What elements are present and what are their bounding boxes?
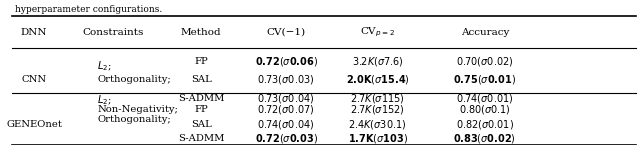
Text: $0.73 (\sigma 0.04)$: $0.73 (\sigma 0.04)$ xyxy=(257,91,315,105)
Text: Constraints: Constraints xyxy=(82,28,143,37)
Text: CV(−1): CV(−1) xyxy=(267,28,306,37)
Text: $\mathbf{0.72} (\sigma \mathbf{0.06})$: $\mathbf{0.72} (\sigma \mathbf{0.06})$ xyxy=(255,55,317,68)
Text: hyperparameter configurations.: hyperparameter configurations. xyxy=(15,5,163,14)
Text: DNN: DNN xyxy=(20,28,47,37)
Text: SAL: SAL xyxy=(191,75,211,84)
Text: $2.4K (\sigma 30.1)$: $2.4K (\sigma 30.1)$ xyxy=(348,118,407,131)
Text: $2.7K (\sigma 115)$: $2.7K (\sigma 115)$ xyxy=(350,91,405,105)
Text: $\mathbf{2.0K} (\sigma \mathbf{15.4})$: $\mathbf{2.0K} (\sigma \mathbf{15.4})$ xyxy=(346,73,410,86)
Text: S-ADMM: S-ADMM xyxy=(178,134,224,143)
Text: $L_2$;: $L_2$; xyxy=(97,60,112,73)
Text: $0.70 (\sigma 0.02)$: $0.70 (\sigma 0.02)$ xyxy=(456,55,514,68)
Text: CV$_{p=2}$: CV$_{p=2}$ xyxy=(360,26,395,39)
Text: $0.73 (\sigma 0.03)$: $0.73 (\sigma 0.03)$ xyxy=(257,73,315,86)
Text: $2.7K (\sigma 152)$: $2.7K (\sigma 152)$ xyxy=(350,103,405,116)
Text: FP: FP xyxy=(194,105,208,114)
Text: Orthogonality;: Orthogonality; xyxy=(97,75,171,84)
Text: GENEOnet: GENEOnet xyxy=(6,120,62,129)
Text: FP: FP xyxy=(194,57,208,66)
Text: $0.80 (\sigma 0.1)$: $0.80 (\sigma 0.1)$ xyxy=(459,103,511,116)
Text: $0.74 (\sigma 0.04)$: $0.74 (\sigma 0.04)$ xyxy=(257,118,315,131)
Text: $L_2$;: $L_2$; xyxy=(97,94,112,107)
Text: $0.72 (\sigma 0.07)$: $0.72 (\sigma 0.07)$ xyxy=(257,103,315,116)
Text: $0.82 (\sigma 0.01)$: $0.82 (\sigma 0.01)$ xyxy=(456,118,514,131)
Text: Non-Negativity;: Non-Negativity; xyxy=(97,105,178,114)
Text: SAL: SAL xyxy=(191,120,211,129)
Text: $\mathbf{1.7K} (\sigma \mathbf{103})$: $\mathbf{1.7K} (\sigma \mathbf{103})$ xyxy=(348,132,408,145)
Text: Orthogonality;: Orthogonality; xyxy=(97,115,171,124)
Text: Accuracy: Accuracy xyxy=(461,28,509,37)
Text: $\mathbf{0.72} (\sigma \mathbf{0.03})$: $\mathbf{0.72} (\sigma \mathbf{0.03})$ xyxy=(255,132,317,145)
Text: $\mathbf{0.83} (\sigma \mathbf{0.02})$: $\mathbf{0.83} (\sigma \mathbf{0.02})$ xyxy=(453,132,516,145)
Text: $0.74 (\sigma 0.01)$: $0.74 (\sigma 0.01)$ xyxy=(456,91,514,105)
Text: CNN: CNN xyxy=(22,75,47,84)
Text: $3.2K (\sigma 7.6)$: $3.2K (\sigma 7.6)$ xyxy=(352,55,404,68)
Text: S-ADMM: S-ADMM xyxy=(178,94,224,103)
Text: Method: Method xyxy=(180,28,221,37)
Text: $\mathbf{0.75} (\sigma \mathbf{0.01})$: $\mathbf{0.75} (\sigma \mathbf{0.01})$ xyxy=(453,73,516,86)
